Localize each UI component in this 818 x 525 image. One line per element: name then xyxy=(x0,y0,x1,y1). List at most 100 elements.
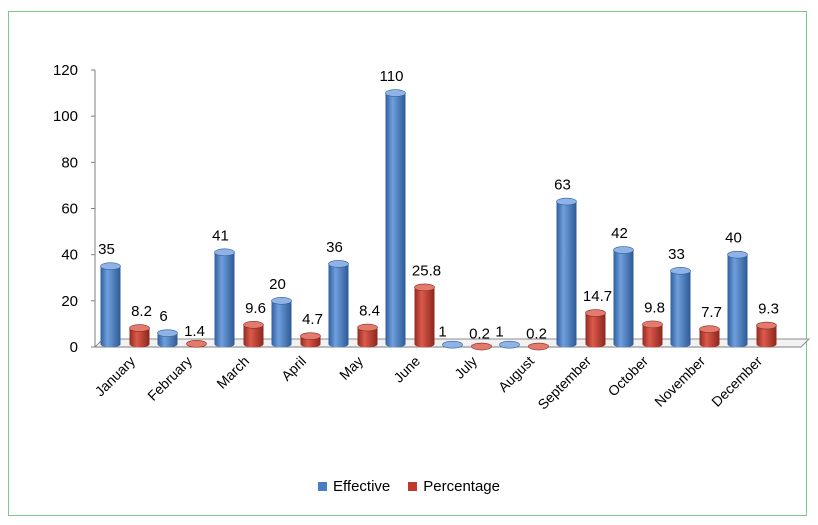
y-tick-label: 20 xyxy=(61,293,78,310)
bar-effective-body xyxy=(328,263,349,348)
data-label-percentage: 7.7 xyxy=(701,304,722,321)
data-label-percentage: 1.4 xyxy=(184,323,205,340)
data-label-percentage: 0.2 xyxy=(469,326,490,343)
bar-percentage-cap xyxy=(243,321,264,329)
x-tick-label: July xyxy=(451,353,480,382)
chart-frame xyxy=(8,11,807,516)
bar-percentage xyxy=(186,339,207,348)
x-tick-label: April xyxy=(278,353,309,384)
bar-effective xyxy=(442,340,463,349)
y-tick-label: 100 xyxy=(53,108,78,125)
bar-percentage-body xyxy=(585,313,606,348)
bar-percentage xyxy=(699,325,720,348)
data-label-percentage: 14.7 xyxy=(583,288,612,305)
bar-percentage-cap xyxy=(186,339,207,348)
bar-percentage xyxy=(414,283,435,348)
bar-percentage-body xyxy=(357,327,378,348)
bar-effective-cap xyxy=(670,267,691,275)
data-label-percentage: 9.6 xyxy=(245,300,266,317)
bar-percentage-cap xyxy=(699,325,720,334)
data-label-effective: 33 xyxy=(668,246,685,263)
bar-effective-cap xyxy=(157,329,178,337)
legend-item-effective: Effective xyxy=(318,478,390,495)
legend: Effective Percentage xyxy=(0,478,818,495)
data-label-effective: 42 xyxy=(611,225,628,242)
bar-effective xyxy=(328,260,349,348)
bar-effective-body xyxy=(556,201,577,348)
bar-percentage-cap xyxy=(129,324,150,332)
data-label-effective: 1 xyxy=(495,324,503,341)
bar-effective xyxy=(271,297,292,348)
bar-effective-cap xyxy=(556,197,577,206)
data-label-percentage: 8.2 xyxy=(131,303,152,320)
bar-percentage xyxy=(756,321,777,348)
bar-percentage xyxy=(528,342,549,351)
y-tick-label: 0 xyxy=(70,339,78,356)
data-label-percentage: 0.2 xyxy=(526,326,547,343)
bar-effective-cap xyxy=(499,340,520,349)
bar-percentage xyxy=(471,342,492,351)
data-label-percentage: 8.4 xyxy=(359,303,380,320)
x-tick-label: January xyxy=(92,353,139,400)
bar-effective-cap xyxy=(100,262,121,271)
x-tick-label: June xyxy=(390,353,423,386)
data-label-effective: 40 xyxy=(725,230,742,247)
bar-percentage xyxy=(243,321,264,348)
bar-percentage-cap xyxy=(414,283,435,292)
bar-percentage xyxy=(585,309,606,348)
bar-effective-body xyxy=(157,333,178,348)
data-label-effective: 6 xyxy=(159,308,167,325)
legend-swatch-percentage xyxy=(408,482,418,491)
bar-percentage-body xyxy=(699,329,720,348)
bar-effective xyxy=(157,329,178,348)
bar-effective-body xyxy=(613,250,634,348)
bar-effective-cap xyxy=(727,250,748,259)
bar-effective-cap xyxy=(271,297,292,305)
bar-percentage-cap xyxy=(756,321,777,330)
bar-effective xyxy=(499,340,520,349)
legend-item-percentage: Percentage xyxy=(408,478,500,495)
x-tick-label: March xyxy=(213,353,252,392)
bar-percentage-body xyxy=(756,325,777,348)
bar-percentage-cap xyxy=(642,320,663,329)
bar-effective xyxy=(214,248,235,348)
bar-percentage xyxy=(129,324,150,348)
bar-effective xyxy=(556,197,577,348)
bar-effective xyxy=(670,267,691,348)
bar-percentage-body xyxy=(642,324,663,348)
labels: 020406080100120358.2January61.4February4… xyxy=(53,62,779,413)
bar-effective-body xyxy=(271,300,292,348)
data-label-percentage: 9.8 xyxy=(644,299,665,316)
x-tick-label: May xyxy=(336,353,366,383)
x-tick-label: October xyxy=(605,353,652,400)
bar-percentage xyxy=(300,332,321,348)
x-tick-label: December xyxy=(708,353,765,410)
data-label-percentage: 4.7 xyxy=(302,311,323,328)
bar-percentage-cap xyxy=(357,323,378,332)
x-tick-label: February xyxy=(144,353,195,404)
bar-effective xyxy=(385,89,406,348)
bar-effective-cap xyxy=(442,340,463,349)
bar-percentage-body xyxy=(243,324,264,348)
bar-percentage-cap xyxy=(300,332,321,340)
bar-percentage xyxy=(642,320,663,348)
x-tick-label: September xyxy=(534,353,594,413)
bar-effective xyxy=(100,262,121,348)
data-label-effective: 41 xyxy=(212,227,229,244)
bar-effective-body xyxy=(100,266,121,348)
y-tick-label: 120 xyxy=(53,62,78,79)
bar-effective-cap xyxy=(214,248,235,257)
legend-label-percentage: Percentage xyxy=(423,478,500,495)
bar-percentage xyxy=(357,323,378,348)
bar-effective-cap xyxy=(385,89,406,97)
bar-percentage-cap xyxy=(528,342,549,351)
x-tick-label: August xyxy=(495,353,537,395)
data-label-effective: 110 xyxy=(380,68,404,85)
y-tick-label: 40 xyxy=(61,247,78,264)
bar-effective-cap xyxy=(328,260,349,268)
bar-effective-cap xyxy=(613,246,634,254)
x-tick-label: November xyxy=(651,353,708,410)
bar-percentage-body xyxy=(414,287,435,348)
data-label-effective: 63 xyxy=(554,177,571,194)
